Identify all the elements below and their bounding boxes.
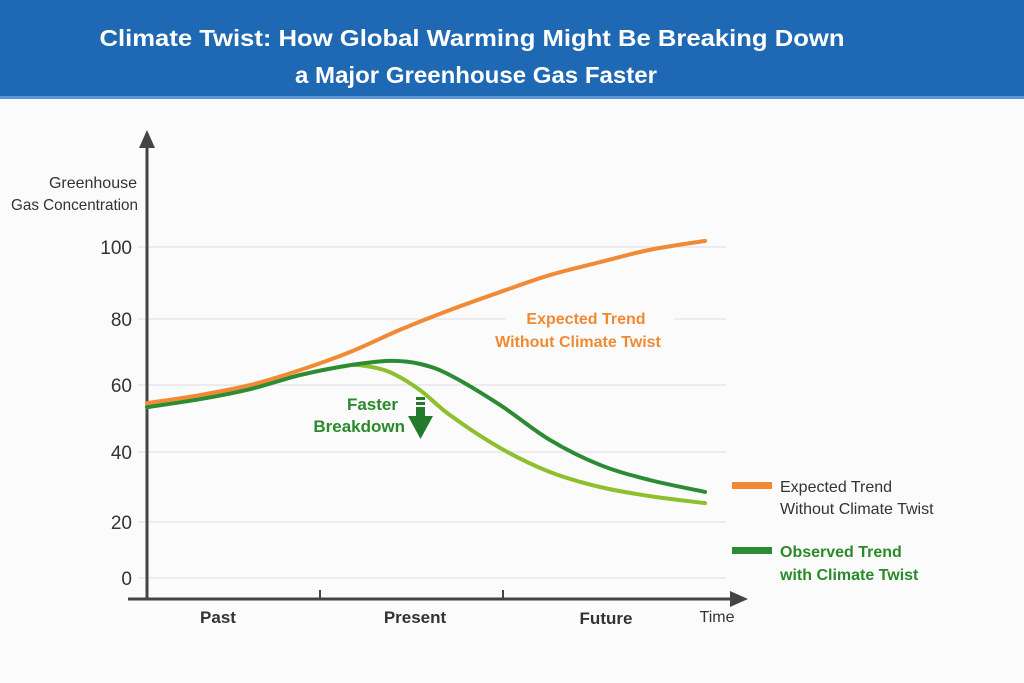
expected-trend-annotation-line-2: Without Climate Twist — [495, 334, 661, 351]
y-tick-label: 100 — [100, 238, 132, 259]
y-tick-label: 80 — [111, 310, 132, 331]
y-tick-label: 20 — [111, 513, 132, 534]
series-lines — [145, 238, 707, 506]
x-axis-arrow-icon — [730, 591, 748, 607]
x-category-past: Past — [200, 608, 236, 627]
legend: Expected Trend Without Climate Twist Obs… — [732, 479, 934, 584]
expected-trend-annotation-line-1: Expected Trend — [526, 311, 645, 328]
legend-label-observed-line-1: Observed Trend — [780, 544, 902, 561]
y-tick-label: 40 — [111, 443, 132, 464]
legend-swatch-observed — [732, 547, 772, 554]
y-tick-labels: 0 20 40 60 80 100 — [100, 238, 132, 590]
title-line-1: Climate Twist: How Global Warming Might … — [100, 25, 845, 51]
y-axis-label-line-2: Gas Concentration — [11, 197, 138, 214]
y-tick-label: 60 — [111, 376, 132, 397]
header-border — [0, 96, 1024, 99]
down-arrow-icon — [408, 397, 433, 439]
x-category-future: Future — [580, 609, 633, 628]
x-axis-label: Time — [700, 609, 735, 626]
legend-swatch-expected — [732, 482, 772, 489]
expected-trend-line — [145, 238, 707, 406]
faster-breakdown-annotation-line-2: Breakdown — [313, 417, 405, 436]
y-tick-label: 0 — [121, 569, 132, 590]
faster-breakdown-annotation-line-1: Faster — [347, 395, 398, 414]
header-band — [0, 0, 1024, 98]
legend-label-expected-line-2: Without Climate Twist — [780, 501, 934, 518]
y-axis-label-line-1: Greenhouse — [49, 175, 137, 192]
title-line-2: a Major Greenhouse Gas Faster — [295, 62, 657, 88]
legend-label-observed-line-2: with Climate Twist — [779, 567, 919, 584]
gridlines — [138, 246, 726, 579]
legend-label-expected-line-1: Expected Trend — [780, 479, 892, 496]
x-category-present: Present — [384, 608, 447, 627]
observed-trend-line — [145, 358, 707, 494]
y-axis-arrow-icon — [139, 130, 155, 148]
annotation-background — [505, 310, 675, 327]
